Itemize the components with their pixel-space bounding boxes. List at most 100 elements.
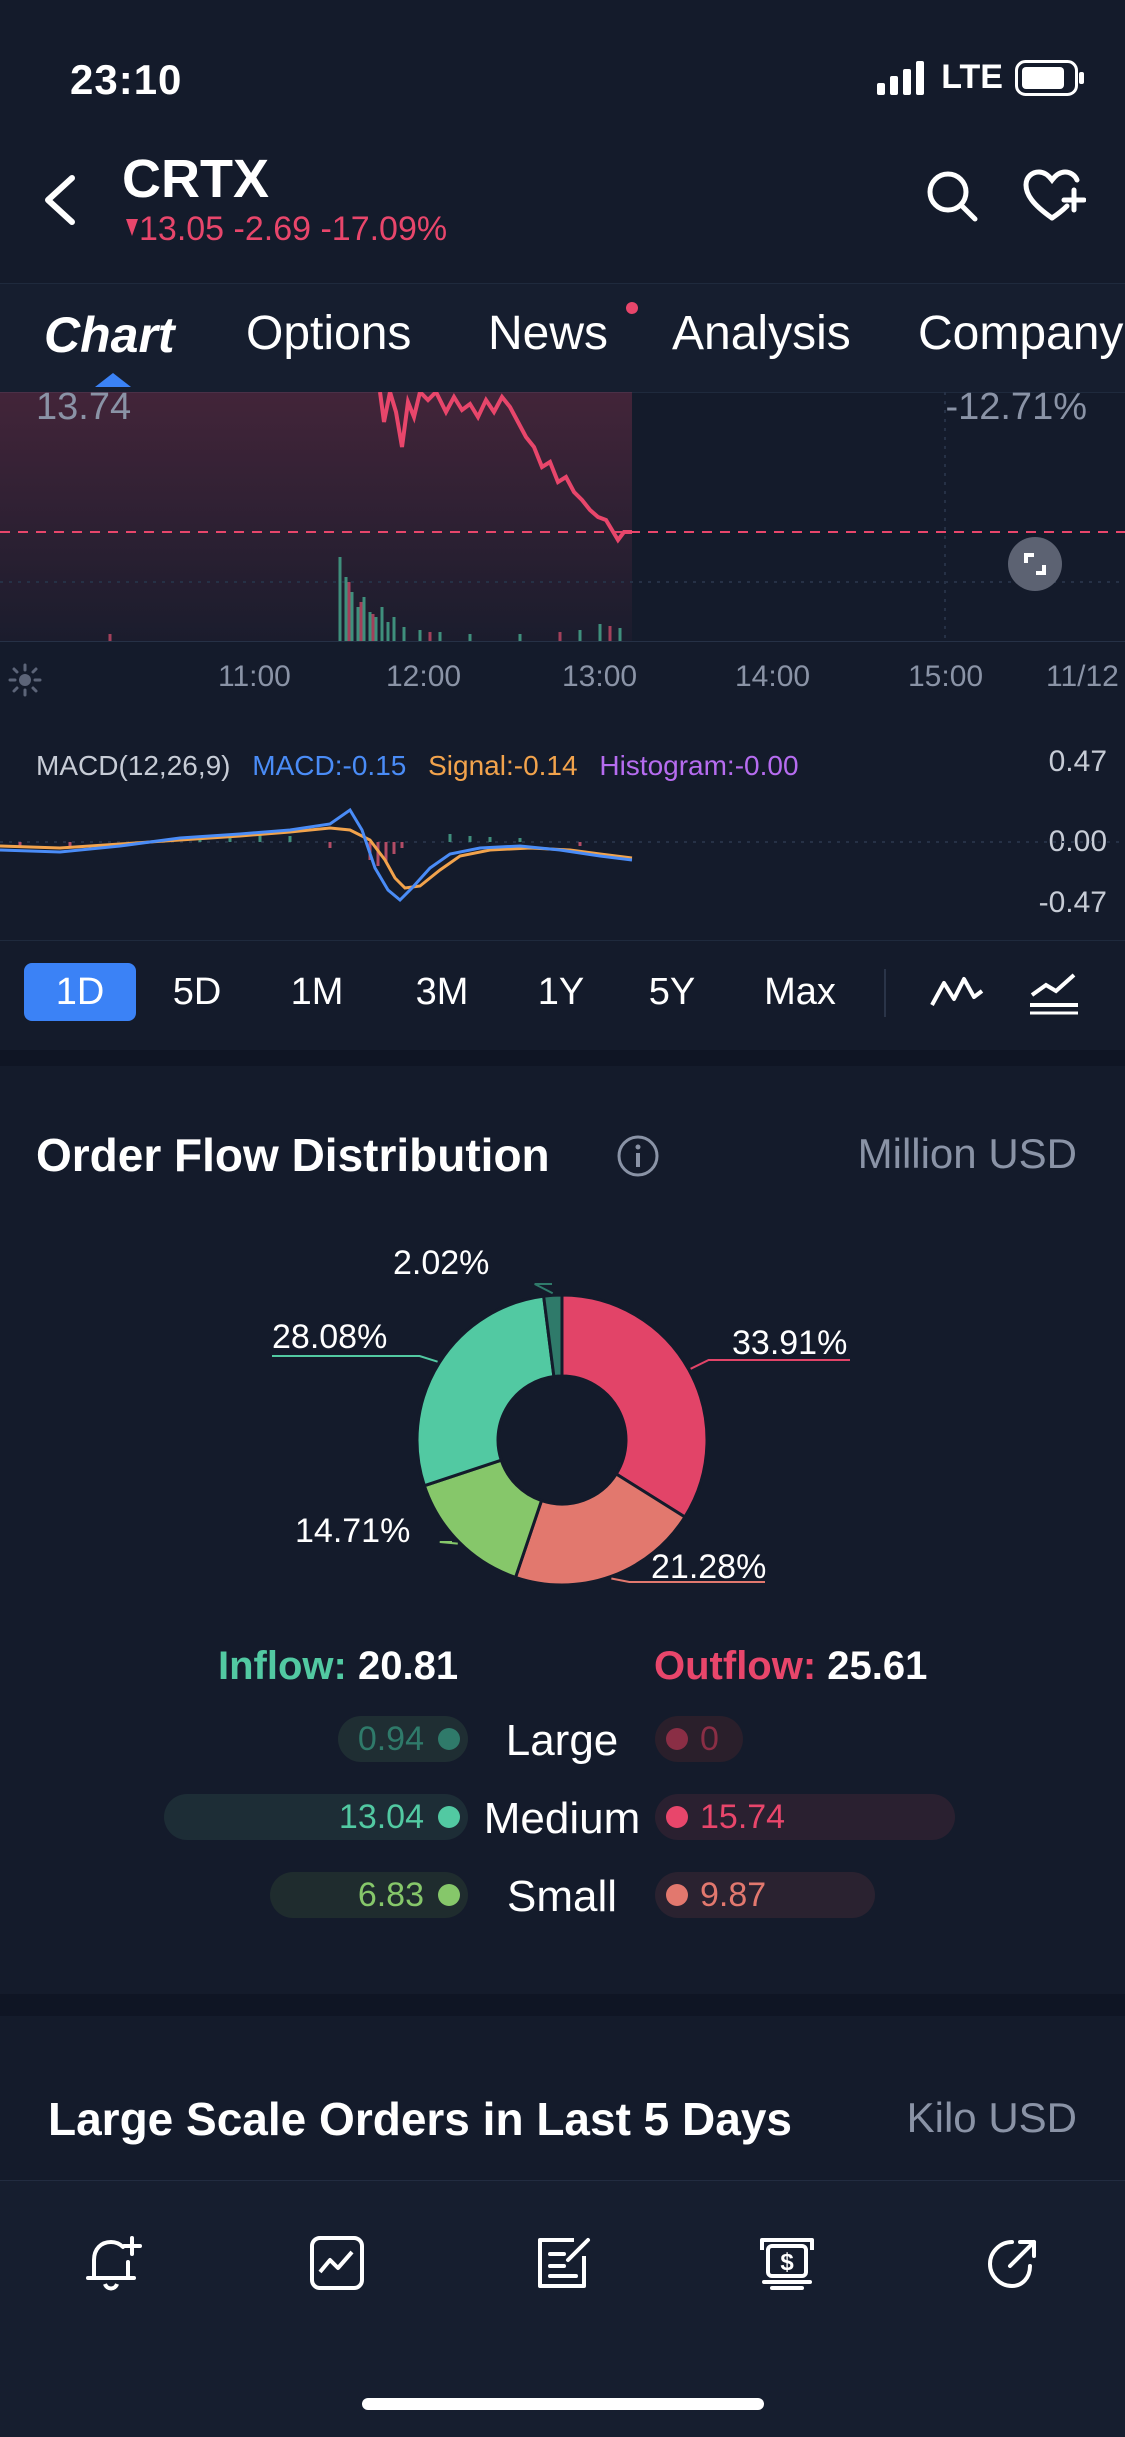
share-icon[interactable]	[980, 2230, 1046, 2296]
period-selector: 1D 5D 1M 3M 1Y 5Y Max	[0, 940, 1125, 1041]
donut-slice[interactable]	[513, 1471, 687, 1587]
inflow-value: 20.81	[357, 1644, 459, 1688]
large-orders-unit: Kilo USD	[906, 2094, 1077, 2141]
slice-label: 28.08%	[272, 1318, 388, 1356]
row-label-medium: Medium	[483, 1794, 641, 1843]
quote-text: 13.05 -2.69 -17.09%	[139, 210, 448, 248]
row-label-large: Large	[505, 1716, 619, 1765]
medium-outflow-value: 15.74	[700, 1798, 786, 1836]
slice-label: 2.02%	[393, 1244, 490, 1282]
medium-outflow-bar	[655, 1794, 955, 1840]
slice-label: 14.71%	[295, 1512, 411, 1550]
slice-label: 33.91%	[732, 1324, 848, 1362]
search-icon[interactable]	[924, 168, 980, 224]
section-separator	[0, 1994, 1125, 2016]
tab-company[interactable]: Company	[918, 307, 1124, 360]
medium-inflow-dot	[438, 1806, 460, 1828]
period-1m[interactable]: 1M	[290, 971, 344, 1013]
medium-inflow-bar	[164, 1794, 468, 1840]
news-unread-dot	[626, 302, 638, 314]
macd-axis-top: 0.47	[1048, 745, 1107, 778]
time-label: 13:00	[562, 660, 638, 693]
add-to-watchlist-icon[interactable]	[1022, 168, 1086, 224]
small-inflow-bar	[270, 1872, 468, 1918]
chart-high-price: 13.74	[36, 386, 132, 428]
macd-title: MACD(12,26,9)	[36, 750, 231, 781]
outflow-label: Outflow:	[654, 1644, 817, 1688]
medium-inflow-value: 13.04	[338, 1798, 424, 1836]
slice-leader-line	[439, 1541, 458, 1545]
tab-news[interactable]: News	[488, 307, 609, 360]
macd-chart[interactable]	[0, 790, 1125, 930]
large-orders-title: Large Scale Orders in Last 5 Days	[48, 2093, 793, 2145]
indicator-icon[interactable]	[1028, 967, 1080, 1015]
order-flow-title: Order Flow Distribution	[36, 1129, 550, 1181]
section-separator	[0, 1050, 1125, 1066]
time-label: 11/12	[1046, 660, 1119, 693]
medium-outflow-dot	[666, 1806, 688, 1828]
donut-slice[interactable]	[560, 1293, 709, 1520]
home-indicator	[362, 2398, 764, 2410]
divider	[884, 969, 886, 1017]
large-inflow-value: 0.94	[357, 1720, 424, 1758]
line-chart-icon[interactable]	[930, 969, 984, 1015]
price-chart[interactable]	[0, 392, 1125, 642]
large-outflow-value: 0	[700, 1720, 719, 1758]
donut-slice[interactable]	[415, 1294, 556, 1488]
slice-leader-line	[534, 1283, 554, 1295]
trend-chart-icon[interactable]	[304, 2230, 370, 2296]
period-3m[interactable]: 3M	[415, 971, 469, 1013]
tab-analysis[interactable]: Analysis	[672, 307, 851, 360]
outflow-summary: Outflow: 25.61	[654, 1644, 927, 1689]
inflow-summary: Inflow: 20.81	[218, 1644, 458, 1689]
tab-active-indicator	[95, 373, 131, 387]
small-inflow-dot	[438, 1884, 460, 1906]
svg-text:$: $	[780, 2249, 794, 2276]
period-1d[interactable]: 1D	[24, 963, 136, 1021]
slice-leader-line	[272, 1355, 438, 1363]
small-inflow-value: 6.83	[357, 1876, 424, 1914]
chart-change-pct: -12.71%	[945, 386, 1087, 428]
period-max[interactable]: Max	[764, 971, 836, 1013]
row-label-small: Small	[506, 1872, 618, 1921]
order-flow-unit: Million USD	[857, 1130, 1077, 1177]
macd-signal-line	[0, 807, 633, 903]
macd-axis-bottom: -0.47	[1038, 886, 1107, 919]
info-icon[interactable]	[616, 1134, 660, 1178]
time-label: 14:00	[735, 660, 811, 693]
price-line	[378, 392, 632, 544]
tab-chart[interactable]: Chart	[44, 307, 175, 363]
small-outflow-bar	[655, 1872, 875, 1918]
time-label: 15:00	[908, 660, 984, 693]
bottom-toolbar	[0, 2180, 1125, 2437]
trade-dollar-icon[interactable]: $	[754, 2230, 820, 2296]
slice-leader-line	[690, 1359, 850, 1370]
slice-label: 21.28%	[651, 1548, 767, 1586]
macd-legend: MACD(12,26,9) MACD:-0.15 Signal:-0.14 Hi…	[36, 750, 813, 782]
tab-options[interactable]: Options	[246, 307, 412, 360]
signal-line	[0, 826, 633, 890]
tab-bar: Chart Options News Analysis Company	[0, 283, 1125, 393]
period-1y[interactable]: 1Y	[537, 971, 585, 1013]
signal-icon	[877, 60, 925, 95]
battery-icon	[1015, 59, 1084, 96]
sun-icon	[8, 663, 42, 697]
back-icon[interactable]	[36, 170, 86, 230]
donut-slice[interactable]	[422, 1458, 544, 1580]
fullscreen-icon[interactable]	[1006, 535, 1064, 593]
donut-slice[interactable]	[541, 1293, 564, 1379]
network-type: LTE	[941, 58, 1003, 96]
small-outflow-dot	[666, 1884, 688, 1906]
order-flow-donut[interactable]	[0, 1230, 1125, 1610]
large-outflow-dot	[666, 1728, 688, 1750]
price-quote: 13.05 -2.69 -17.09%	[125, 210, 447, 249]
macd-axis-mid: 0.00	[1048, 825, 1107, 858]
status-indicators: LTE	[877, 58, 1085, 97]
inflow-label: Inflow:	[218, 1644, 347, 1688]
alert-add-icon[interactable]	[80, 2230, 146, 2296]
edit-note-icon[interactable]	[530, 2230, 596, 2296]
time-label: 11:00	[218, 660, 291, 693]
slice-leader-line	[611, 1577, 765, 1583]
period-5y[interactable]: 5Y	[648, 971, 696, 1013]
period-5d[interactable]: 5D	[172, 971, 222, 1013]
